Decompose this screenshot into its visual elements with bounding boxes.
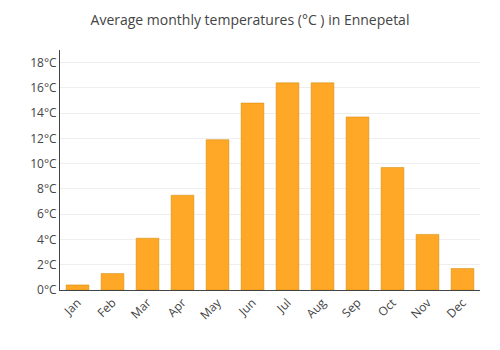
- svg-text:Jan: Jan: [60, 294, 85, 319]
- svg-text:Average monthly temperatures (: Average monthly temperatures (°C ) in En…: [91, 10, 410, 29]
- svg-text:Jun: Jun: [234, 294, 259, 319]
- svg-text:2°C: 2°C: [37, 256, 57, 273]
- svg-text:May: May: [196, 294, 225, 323]
- svg-text:6°C: 6°C: [37, 205, 57, 222]
- svg-text:18°C: 18°C: [30, 54, 57, 71]
- svg-text:Mar: Mar: [127, 294, 155, 322]
- svg-text:Oct: Oct: [374, 294, 400, 320]
- svg-text:Sep: Sep: [338, 294, 365, 321]
- svg-text:16°C: 16°C: [30, 79, 57, 96]
- svg-text:0°C: 0°C: [37, 281, 57, 298]
- svg-text:4°C: 4°C: [37, 231, 57, 248]
- svg-text:Aug: Aug: [302, 294, 330, 322]
- svg-text:10°C: 10°C: [30, 155, 57, 172]
- svg-text:Apr: Apr: [164, 294, 190, 320]
- svg-text:Feb: Feb: [93, 294, 119, 320]
- svg-text:Nov: Nov: [407, 294, 435, 322]
- svg-text:8°C: 8°C: [37, 180, 57, 197]
- svg-text:Dec: Dec: [443, 294, 470, 321]
- svg-text:14°C: 14°C: [30, 104, 57, 121]
- svg-text:Jul: Jul: [272, 294, 294, 316]
- svg-text:12°C: 12°C: [30, 130, 57, 147]
